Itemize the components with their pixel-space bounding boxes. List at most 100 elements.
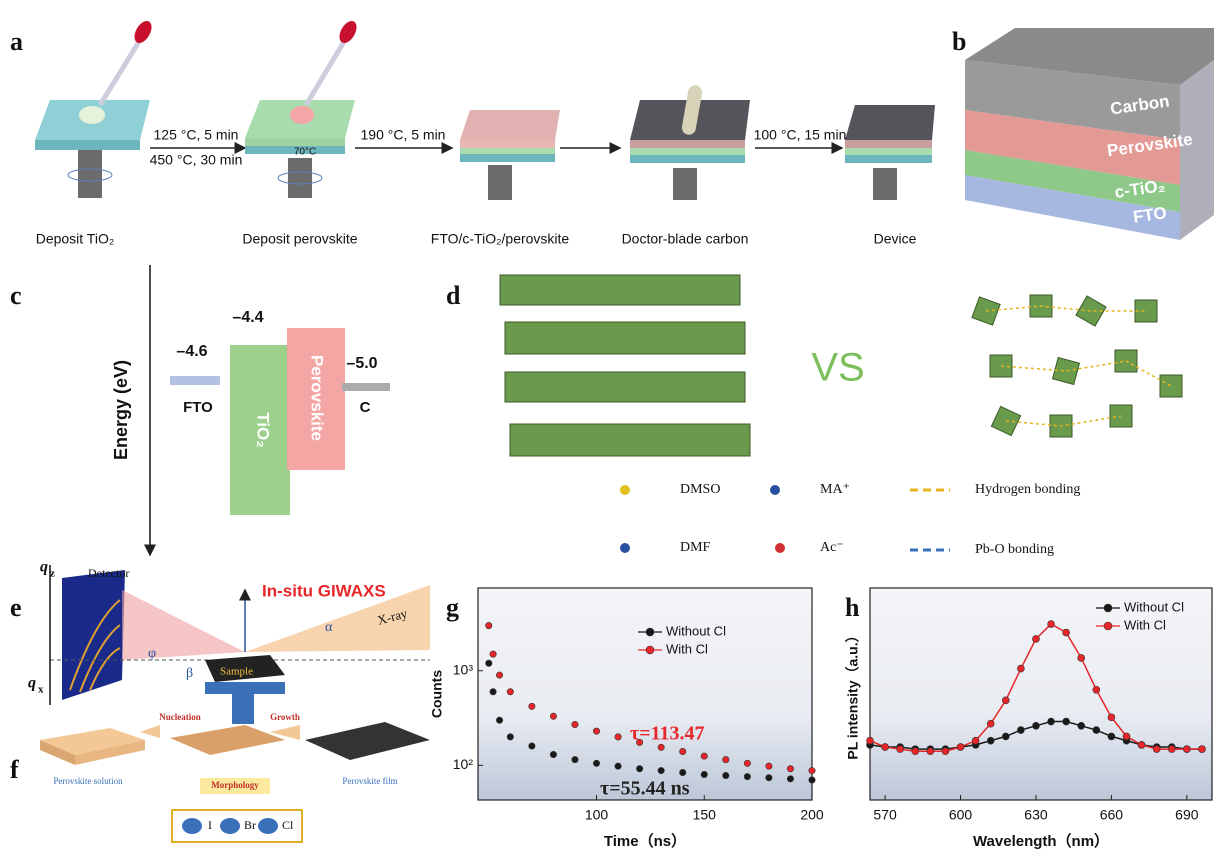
droplet [290, 106, 314, 124]
data-point [506, 733, 514, 741]
data-point [496, 716, 504, 724]
layer [845, 140, 932, 148]
level-name: TiO₂ [254, 412, 273, 448]
data-point [549, 712, 557, 720]
ion-label: Cl [282, 818, 294, 832]
angle: β [186, 666, 193, 681]
level-name: FTO [183, 399, 213, 416]
layer [460, 140, 555, 148]
x-axis-label: Time（ns） [604, 832, 686, 850]
data-point [986, 736, 995, 745]
data-point [1077, 721, 1086, 730]
pipette-bulb [339, 21, 357, 43]
level-c [342, 383, 390, 391]
level-name: Perovskite [308, 355, 327, 441]
data-point [786, 765, 794, 773]
data-point [528, 702, 536, 710]
layer-fto [965, 175, 1180, 240]
y-tick-label: 10² [453, 756, 474, 772]
panel-label: e [10, 593, 22, 622]
angle: φ [148, 646, 156, 661]
droplet [79, 106, 105, 124]
substrate [460, 110, 560, 140]
layered-structure [499, 274, 751, 457]
layer [630, 148, 745, 155]
layer [845, 148, 932, 155]
spin-chuck [288, 158, 312, 198]
data-point [786, 775, 794, 783]
legend-text: MA⁺ [820, 482, 850, 497]
spin-chuck [488, 165, 512, 200]
legend-marker [645, 627, 655, 637]
x-tick-label: 660 [1100, 807, 1124, 823]
level-value: –4.6 [176, 343, 207, 360]
ion [182, 818, 202, 834]
panel-label: h [845, 593, 860, 622]
legend-text: DMF [680, 540, 711, 555]
axis-label: z [50, 568, 55, 580]
legend-marker [645, 645, 655, 655]
carbon-top [965, 28, 1214, 85]
data-point [571, 721, 579, 729]
data-point [881, 743, 889, 751]
caption: Perovskite film [342, 776, 397, 786]
x-tick-label: 690 [1175, 807, 1199, 823]
axis-label: x [38, 684, 44, 696]
ion-label: Br [244, 818, 256, 832]
solution [40, 728, 145, 755]
caption: Deposit TiO₂ [36, 231, 115, 247]
icon [620, 485, 630, 495]
film [305, 722, 430, 760]
panel-label: a [10, 27, 23, 56]
ion [220, 818, 240, 834]
condition: 125 °C, 5 min [154, 127, 239, 143]
data-point [722, 756, 730, 764]
data-point [1152, 745, 1161, 753]
layer-tio2 [965, 150, 1180, 212]
caption: Device [874, 231, 917, 247]
data-point [765, 774, 773, 782]
detector-label: Detector [88, 566, 129, 580]
data-point [971, 736, 980, 745]
temperature: 70°C [294, 147, 316, 158]
morphology-box [200, 778, 270, 794]
diffraction-rings [69, 599, 121, 693]
axis-label: Energy (eV) [111, 360, 131, 460]
pipette-bulb [134, 21, 152, 43]
condition: 450 °C, 30 min [150, 152, 243, 168]
morphology: Morphology [211, 780, 259, 790]
data-point [1077, 654, 1086, 662]
data-point [700, 771, 708, 779]
layer [460, 148, 555, 154]
x-tick-label: 630 [1024, 807, 1048, 823]
legend-label: With Cl [666, 641, 708, 656]
data-point [489, 650, 497, 658]
vs: VS [811, 346, 864, 390]
data-point [549, 751, 557, 759]
data-point [1092, 726, 1101, 734]
icon [775, 543, 785, 553]
data-point [636, 738, 644, 746]
layer-carbon [965, 60, 1180, 140]
side-face [1180, 60, 1214, 240]
data-point [1047, 620, 1055, 628]
legend-text: Pb-O bonding [975, 542, 1054, 557]
data-point [1001, 732, 1010, 741]
data-point [926, 747, 935, 756]
data-point [866, 736, 874, 745]
solution-edge [40, 740, 75, 765]
spin-chuck [673, 168, 697, 200]
x-tick-label: 200 [800, 807, 824, 823]
icon [770, 485, 780, 495]
annotation: τ=113.47 [630, 723, 705, 745]
panel-labels: a b c d e f g h [10, 27, 966, 784]
spin-chuck [873, 168, 897, 200]
caption: Perovskite solution [53, 776, 123, 786]
data-point [956, 743, 965, 751]
layer [245, 146, 345, 154]
panel-label: d [446, 281, 461, 310]
scattered-beam [122, 590, 245, 660]
legend-marker [1103, 621, 1113, 631]
y-axis-label: Counts [429, 670, 445, 718]
